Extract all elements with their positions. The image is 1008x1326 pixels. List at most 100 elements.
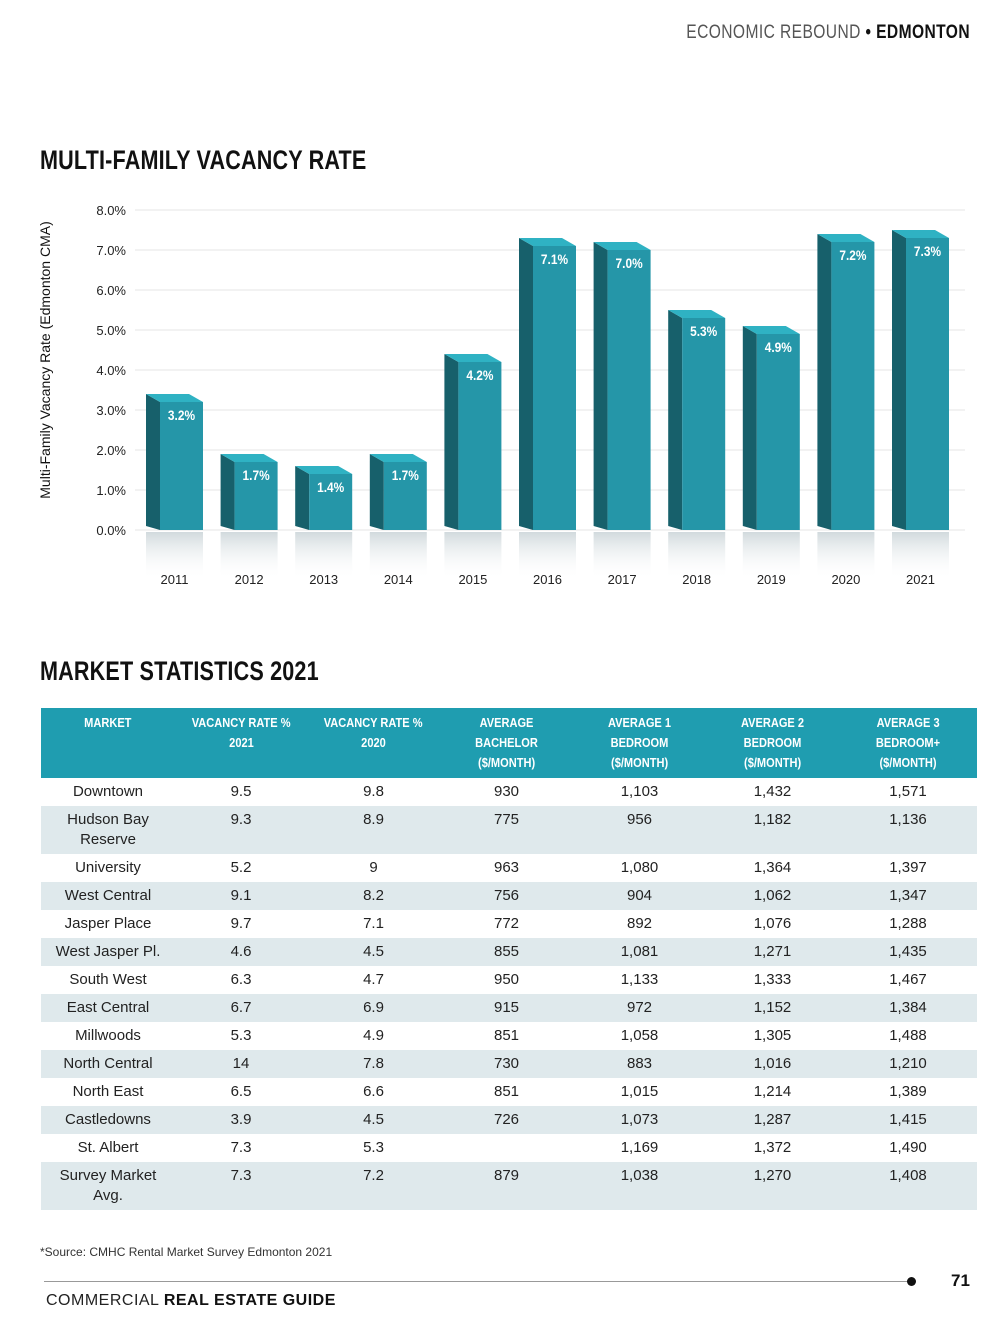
x-tick-label: 2015 xyxy=(458,572,487,587)
bar-side xyxy=(742,326,757,530)
bar-top xyxy=(369,454,427,462)
table-cell: West Jasper Pl. xyxy=(41,938,175,966)
y-tick-label: 5.0% xyxy=(96,323,126,338)
table-cell: 3.9 xyxy=(175,1106,307,1134)
table-cell: 6.5 xyxy=(230,1083,252,1100)
data-label: 4.2% xyxy=(466,367,494,383)
y-axis-label: Multi-Family Vacancy Rate (Edmonton CMA) xyxy=(37,221,53,498)
x-tick-label: 2013 xyxy=(309,572,338,587)
table-cell: 5.3 xyxy=(363,1139,384,1156)
footer-brand-light: COMMERCIAL xyxy=(46,1292,159,1309)
table-cell: 1,389 xyxy=(889,1083,927,1100)
table-cell: 775 xyxy=(440,806,573,854)
table-cell: 1,210 xyxy=(839,1050,977,1078)
bar-shadow xyxy=(369,532,427,580)
table-cell: 8.2 xyxy=(307,882,440,910)
table-cell: 1,288 xyxy=(889,915,927,932)
table-cell: 855 xyxy=(440,938,573,966)
table-cell: West Central xyxy=(41,882,175,910)
table-cell: 972 xyxy=(573,994,706,1022)
table-cell: 851 xyxy=(493,1083,520,1100)
x-tick-label: 2016 xyxy=(533,572,562,587)
bar-side xyxy=(369,454,384,530)
bar-side xyxy=(593,242,608,530)
table-cell: 1,015 xyxy=(620,1083,659,1100)
data-label: 1.4% xyxy=(317,479,345,495)
source-note: *Source: CMHC Rental Market Survey Edmon… xyxy=(40,1245,333,1259)
bar-top xyxy=(817,234,875,242)
market-statistics-table: MARKET VACANCY RATE % 2021 VACANCY RATE % 20… xyxy=(41,708,977,1210)
bar-shadow xyxy=(444,532,502,580)
bar-side xyxy=(668,310,683,530)
x-tick-label: 2011 xyxy=(161,572,189,587)
bar-top xyxy=(519,238,576,246)
column-header: VACANCY RATE % 2020 xyxy=(307,708,440,778)
bar xyxy=(533,246,576,530)
bar xyxy=(458,362,502,530)
table-cell: Downtown xyxy=(72,783,144,800)
table-cell: 1,415 xyxy=(839,1106,977,1134)
table-row: Millwoods 5.3 4.9 851 1,058 1,305 1,488 xyxy=(41,1022,977,1050)
column-header-line1: AVERAGE 2 BEDROOM xyxy=(740,715,805,750)
column-header: AVERAGE BACHELOR ($/MONTH) xyxy=(440,708,573,778)
table-cell: 1,062 xyxy=(706,882,839,910)
data-label: 7.3% xyxy=(914,243,942,259)
x-tick-label: 2021 xyxy=(906,572,935,587)
bar-top xyxy=(146,394,203,402)
bar-side xyxy=(444,354,459,530)
table-row: North East 6.5 6.6 851 1,015 1,214 1,389 xyxy=(41,1078,977,1106)
table-row: North Central 14 7.8 730 883 1,016 1,210 xyxy=(41,1050,977,1078)
column-header-line2: ($/MONTH) xyxy=(610,755,669,770)
page-number: 71 xyxy=(951,1271,970,1290)
table-row: West Central 9.1 8.2 756 904 1,062 1,347 xyxy=(41,882,977,910)
table-row: University 5.2 9 963 1,080 1,364 1,397 xyxy=(41,854,977,882)
column-header: VACANCY RATE % 2021 xyxy=(175,708,307,778)
column-header: MARKET xyxy=(41,708,175,778)
table-cell: 1,152 xyxy=(706,994,839,1022)
y-tick-label: 7.0% xyxy=(96,243,126,258)
table-cell: 1,073 xyxy=(573,1106,706,1134)
table-cell: University xyxy=(75,859,141,876)
bar xyxy=(682,318,726,530)
table-cell: 930 xyxy=(493,783,520,800)
bar-shadow xyxy=(295,532,353,580)
bar-shadow xyxy=(220,532,278,580)
table-cell: 4.9 xyxy=(363,1027,384,1044)
y-tick-label: 6.0% xyxy=(96,283,126,298)
table-cell: 1,571 xyxy=(889,783,927,800)
bar-side xyxy=(146,394,160,530)
vacancy-rate-chart: 0.0% 1.0% 2.0% 3.0% 4.0% 5.0% 6.0% 7.0% 8.0% Mul… xyxy=(37,203,965,587)
x-tick-label: 2012 xyxy=(235,572,264,587)
table-header-row: MARKET VACANCY RATE % 2021 VACANCY RATE % 20… xyxy=(41,708,977,778)
table-cell: 1,372 xyxy=(753,1139,792,1156)
table-cell: 883 xyxy=(573,1050,706,1078)
table-cell: 1,182 xyxy=(706,806,839,854)
table-cell: 14 xyxy=(175,1050,307,1078)
table-row: East Central 6.7 6.9 915 972 1,152 1,384 xyxy=(41,994,977,1022)
bar-top xyxy=(593,242,651,250)
data-label: 3.2% xyxy=(168,407,196,423)
table-cell: 1,038 xyxy=(573,1162,706,1210)
data-label: 7.2% xyxy=(839,247,867,263)
table-cell: North East xyxy=(72,1083,144,1100)
column-header-line2: 2020 xyxy=(361,735,386,750)
bar-shadow xyxy=(892,532,949,580)
bar xyxy=(234,462,278,530)
column-header-line1: MARKET xyxy=(84,715,132,730)
table-cell: 9.3 xyxy=(175,806,307,854)
column-header: AVERAGE 2 BEDROOM ($/MONTH) xyxy=(706,708,839,778)
column-header: AVERAGE 1 BEDROOM ($/MONTH) xyxy=(573,708,706,778)
column-header-line1: AVERAGE 1 BEDROOM xyxy=(607,715,672,750)
x-tick-label: 2020 xyxy=(831,572,860,587)
y-tick-label: 0.0% xyxy=(96,523,126,538)
bar-top xyxy=(742,326,800,334)
table-cell: 1,467 xyxy=(889,971,927,988)
table-cell: 7.3 xyxy=(175,1162,307,1210)
section-separator: • xyxy=(865,22,872,43)
table-cell: 1,270 xyxy=(706,1162,839,1210)
x-tick-label: 2017 xyxy=(608,572,637,587)
table-cell: 6.7 xyxy=(175,994,307,1022)
table-cell: East Central xyxy=(41,994,175,1022)
section-header: ECONOMIC REBOUND • EDMONTON xyxy=(686,22,970,44)
table-cell: 1,076 xyxy=(753,915,792,932)
